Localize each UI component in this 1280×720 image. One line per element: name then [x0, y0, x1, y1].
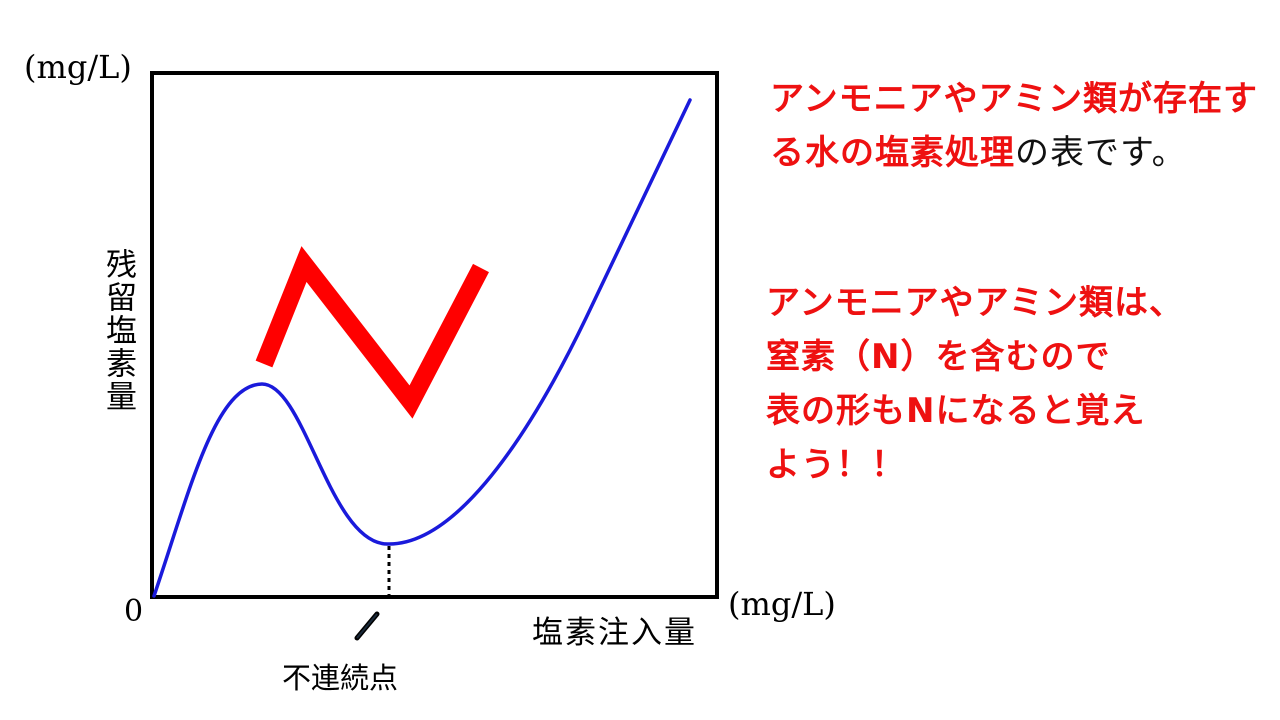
- residual-chlorine-curve: [152, 98, 692, 598]
- note2-line-4: よう！！: [766, 445, 906, 485]
- y-axis-unit: (mg/L): [24, 48, 132, 86]
- note2-line-2: 窒素（N）を含むので: [766, 337, 1111, 377]
- note1-suffix: の表です。: [1015, 133, 1187, 173]
- explanation-note-2: アンモニアやアミン類は、 窒素（N）を含むので 表の形もNになると覚え よう！！: [766, 276, 1276, 492]
- x-axis-label: 塩素注入量: [532, 615, 697, 651]
- breakpoint-label: 不連続点: [282, 661, 399, 695]
- n-shape-mark: [255, 246, 489, 419]
- note1-highlight: アンモニアやアミン類が存在する水の塩素処理: [770, 79, 1258, 173]
- y-axis-label: 残留塩素量: [100, 248, 136, 413]
- origin-label: 0: [124, 594, 144, 629]
- x-axis-unit: (mg/L): [728, 585, 836, 623]
- breakpoint-arrow: [354, 611, 380, 641]
- explanation-note-1: アンモニアやアミン類が存在する水の塩素処理の表です。: [770, 72, 1270, 180]
- note2-line-3: 表の形もNになると覚え: [766, 391, 1146, 431]
- plot-frame: [150, 71, 719, 599]
- note2-line-1: アンモニアやアミン類は、: [766, 283, 1184, 323]
